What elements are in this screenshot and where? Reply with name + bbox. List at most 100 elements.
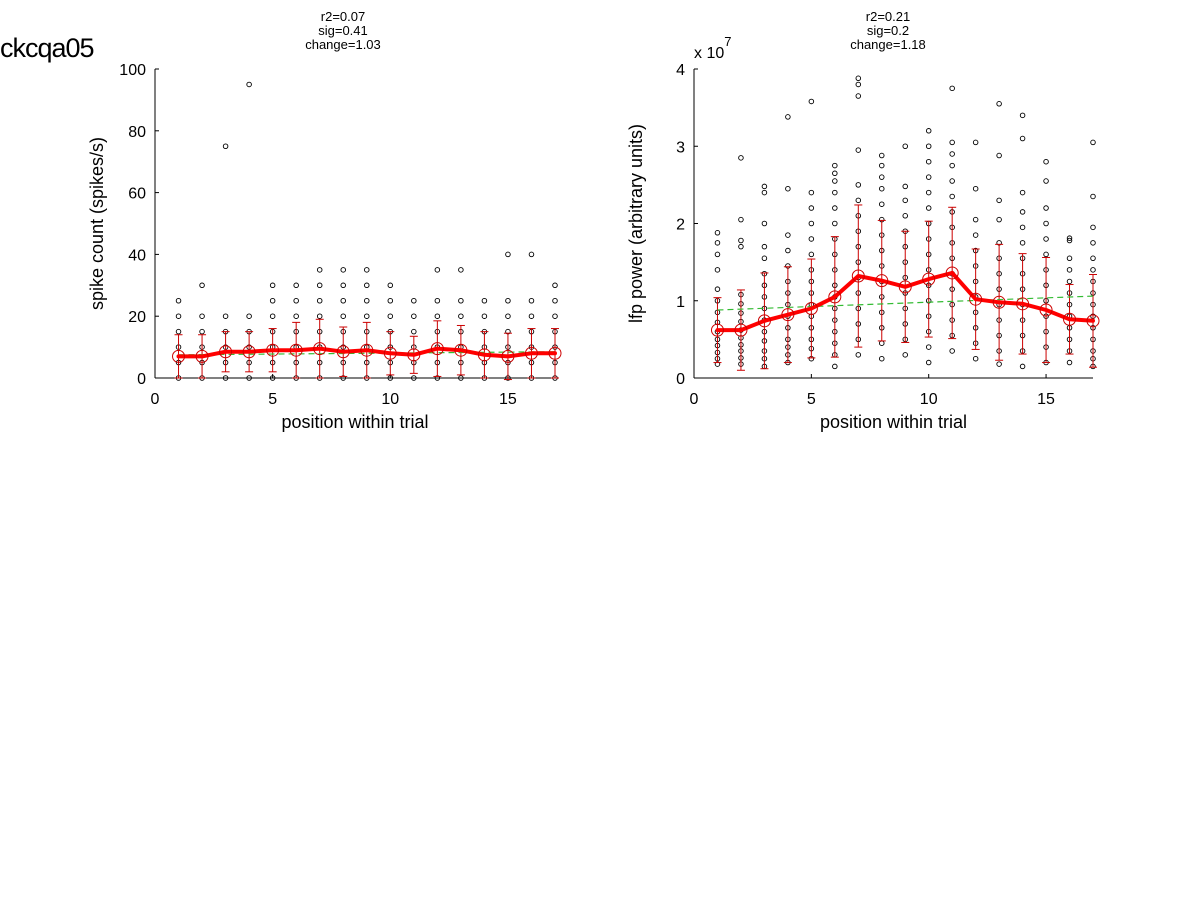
- mean-trend-line: [715, 270, 1095, 333]
- data-point: [714, 286, 721, 292]
- data-point: [340, 267, 346, 273]
- mean-trend-line: [176, 346, 557, 359]
- data-point: [738, 155, 744, 161]
- data-point: [925, 128, 932, 134]
- mean-marker: [266, 343, 280, 357]
- data-point: [879, 355, 885, 362]
- data-point: [785, 114, 791, 120]
- data-point: [222, 143, 229, 149]
- mean-marker: [1016, 297, 1030, 311]
- data-point: [458, 313, 464, 319]
- data-point: [1043, 251, 1049, 258]
- mean-marker: [313, 342, 327, 356]
- mean-marker: [851, 269, 865, 283]
- y-tick-label: 80: [128, 124, 146, 141]
- data-point: [1019, 363, 1026, 370]
- data-point: [714, 251, 721, 258]
- data-point: [246, 375, 252, 381]
- data-point: [855, 75, 862, 82]
- y-tick-label: 3: [676, 139, 685, 156]
- data-point: [996, 361, 1002, 367]
- x-tick-label: 5: [268, 391, 277, 408]
- mean-marker: [501, 349, 515, 363]
- data-point: [949, 162, 955, 169]
- data-point: [1043, 205, 1049, 211]
- data-point: [902, 143, 908, 149]
- y-axis-exponent: x 107: [694, 34, 731, 62]
- data-point: [879, 152, 885, 159]
- data-point: [855, 182, 862, 188]
- data-point: [340, 282, 346, 289]
- x-tick-label: 10: [381, 391, 399, 408]
- data-point: [808, 220, 815, 227]
- data-point: [505, 251, 511, 258]
- data-point: [199, 328, 205, 335]
- data-point: [199, 282, 205, 289]
- data-point: [972, 232, 979, 238]
- data-point: [1019, 189, 1026, 196]
- x-tick-label: 15: [1037, 391, 1055, 408]
- mean-marker: [1039, 303, 1053, 317]
- data-point: [832, 220, 838, 227]
- data-point: [714, 230, 721, 236]
- data-point: [972, 139, 979, 146]
- data-point: [552, 313, 558, 319]
- data-point: [293, 313, 299, 319]
- data-point: [1019, 112, 1026, 119]
- data-point: [879, 174, 885, 180]
- data-point: [1090, 240, 1096, 246]
- mean-marker: [172, 349, 186, 363]
- data-point: [714, 240, 721, 246]
- data-point: [199, 313, 205, 319]
- data-point: [972, 216, 979, 223]
- data-point: [1066, 267, 1073, 273]
- mean-marker: [242, 345, 256, 359]
- data-point: [1043, 236, 1049, 242]
- data-point: [925, 205, 932, 211]
- mean-marker: [195, 349, 209, 363]
- data-point: [738, 237, 744, 244]
- data-point: [761, 255, 768, 262]
- stat-line: sig=0.2: [867, 23, 909, 38]
- data-point: [949, 348, 955, 354]
- data-point: [1066, 237, 1073, 244]
- data-point: [387, 313, 394, 319]
- x-tick-label: 0: [151, 391, 160, 408]
- data-point: [925, 158, 932, 165]
- mean-marker: [922, 272, 936, 286]
- data-point: [1019, 209, 1026, 215]
- data-point: [785, 247, 791, 254]
- data-point: [458, 298, 464, 304]
- data-point: [972, 185, 979, 192]
- data-point: [949, 178, 955, 184]
- mean-marker: [734, 323, 748, 337]
- data-point: [293, 298, 299, 304]
- stat-line: change=1.03: [305, 37, 381, 52]
- data-point: [316, 298, 323, 304]
- mean-marker: [804, 301, 818, 315]
- data-point: [1019, 135, 1026, 142]
- y-axis-label: spike count (spikes/s): [87, 137, 107, 310]
- mean-marker: [969, 292, 983, 306]
- data-point: [785, 232, 791, 238]
- y-tick-label: 100: [119, 62, 146, 79]
- data-point: [269, 375, 276, 381]
- data-point: [269, 298, 276, 304]
- data-point: [552, 298, 558, 304]
- data-point: [1090, 267, 1096, 273]
- mean-marker: [548, 346, 562, 360]
- data-point: [925, 174, 932, 180]
- data-point: [246, 81, 252, 88]
- data-point: [411, 313, 417, 319]
- data-point: [902, 352, 908, 358]
- data-point: [1090, 255, 1096, 262]
- data-point: [434, 298, 441, 304]
- stat-line: r2=0.07: [321, 9, 365, 24]
- data-point: [925, 344, 932, 350]
- mean-marker: [477, 348, 491, 362]
- data-point: [808, 98, 815, 105]
- data-point: [761, 183, 768, 190]
- data-point: [949, 85, 955, 92]
- data-point: [552, 282, 558, 289]
- data-point: [832, 178, 838, 184]
